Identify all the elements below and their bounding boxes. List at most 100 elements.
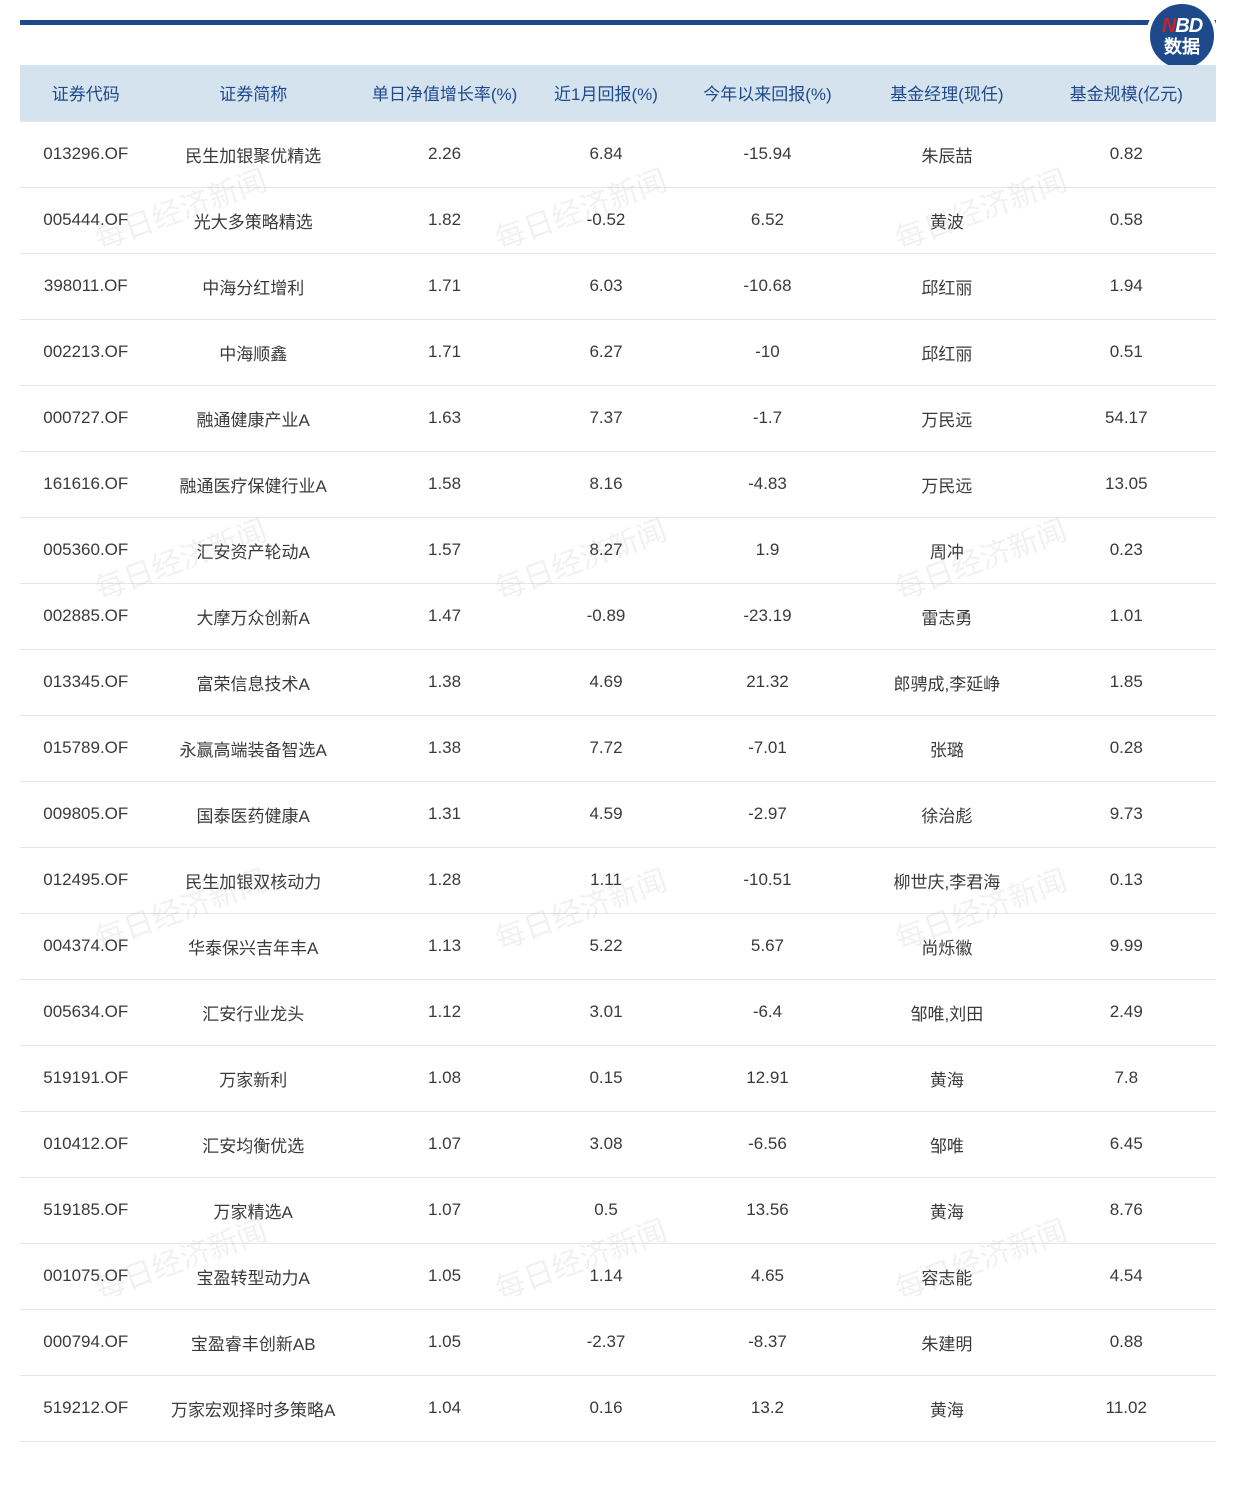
table-row: 519185.OF万家精选A1.070.513.56黄海8.76 — [20, 1177, 1216, 1243]
table-cell: 1.31 — [355, 781, 534, 847]
table-cell: 1.07 — [355, 1111, 534, 1177]
table-cell: 0.51 — [1037, 319, 1216, 385]
table-cell: 4.54 — [1037, 1243, 1216, 1309]
table-cell: 1.38 — [355, 715, 534, 781]
table-cell: 0.88 — [1037, 1309, 1216, 1375]
table-cell: 黄海 — [857, 1177, 1036, 1243]
table-cell: -2.97 — [678, 781, 857, 847]
table-cell: 1.71 — [355, 319, 534, 385]
table-cell: 004374.OF — [20, 913, 152, 979]
table-cell: -10.51 — [678, 847, 857, 913]
table-cell: 000727.OF — [20, 385, 152, 451]
table-cell: 柳世庆,李君海 — [857, 847, 1036, 913]
table-cell: 9.73 — [1037, 781, 1216, 847]
table-cell: 6.52 — [678, 187, 857, 253]
table-cell: 3.08 — [534, 1111, 678, 1177]
table-cell: 6.27 — [534, 319, 678, 385]
table-cell: 9.99 — [1037, 913, 1216, 979]
table-cell: 005444.OF — [20, 187, 152, 253]
table-cell: 1.04 — [355, 1375, 534, 1441]
table-cell: -0.52 — [534, 187, 678, 253]
table-cell: 雷志勇 — [857, 583, 1036, 649]
table-row: 005444.OF光大多策略精选1.82-0.526.52黄波0.58 — [20, 187, 1216, 253]
table-cell: -8.37 — [678, 1309, 857, 1375]
table-cell: 013296.OF — [20, 121, 152, 187]
table-cell: 8.16 — [534, 451, 678, 517]
table-cell: 1.63 — [355, 385, 534, 451]
table-cell: 1.71 — [355, 253, 534, 319]
table-cell: 民生加银双核动力 — [152, 847, 355, 913]
table-row: 161616.OF融通医疗保健行业A1.588.16-4.83万民远13.05 — [20, 451, 1216, 517]
table-row: 000727.OF融通健康产业A1.637.37-1.7万民远54.17 — [20, 385, 1216, 451]
table-cell: 002885.OF — [20, 583, 152, 649]
table-cell: 5.67 — [678, 913, 857, 979]
table-header-row: 证券代码 证券简称 单日净值增长率(%) 近1月回报(%) 今年以来回报(%) … — [20, 65, 1216, 121]
table-row: 002885.OF大摩万众创新A1.47-0.89-23.19雷志勇1.01 — [20, 583, 1216, 649]
table-cell: 5.22 — [534, 913, 678, 979]
table-cell: 汇安均衡优选 — [152, 1111, 355, 1177]
fund-table: 证券代码 证券简称 单日净值增长率(%) 近1月回报(%) 今年以来回报(%) … — [20, 65, 1216, 1442]
table-row: 012495.OF民生加银双核动力1.281.11-10.51柳世庆,李君海0.… — [20, 847, 1216, 913]
table-cell: 398011.OF — [20, 253, 152, 319]
table-cell: 朱辰喆 — [857, 121, 1036, 187]
table-cell: 001075.OF — [20, 1243, 152, 1309]
table-cell: 0.15 — [534, 1045, 678, 1111]
table-cell: 1.05 — [355, 1243, 534, 1309]
table-cell: 7.72 — [534, 715, 678, 781]
col-header-manager: 基金经理(现任) — [857, 65, 1036, 121]
table-cell: 黄海 — [857, 1045, 1036, 1111]
table-cell: 黄海 — [857, 1375, 1036, 1441]
table-cell: 0.13 — [1037, 847, 1216, 913]
table-cell: 华泰保兴吉年丰A — [152, 913, 355, 979]
table-cell: 宝盈转型动力A — [152, 1243, 355, 1309]
table-row: 519191.OF万家新利1.080.1512.91黄海7.8 — [20, 1045, 1216, 1111]
table-row: 519212.OF万家宏观择时多策略A1.040.1613.2黄海11.02 — [20, 1375, 1216, 1441]
table-cell: 1.85 — [1037, 649, 1216, 715]
table-cell: 13.2 — [678, 1375, 857, 1441]
table-row: 013296.OF民生加银聚优精选2.266.84-15.94朱辰喆0.82 — [20, 121, 1216, 187]
table-cell: 4.65 — [678, 1243, 857, 1309]
table-cell: 万民远 — [857, 385, 1036, 451]
table-cell: 0.16 — [534, 1375, 678, 1441]
table-cell: 1.05 — [355, 1309, 534, 1375]
col-header-code: 证券代码 — [20, 65, 152, 121]
table-row: 002213.OF中海顺鑫1.716.27-10邱红丽0.51 — [20, 319, 1216, 385]
table-cell: 002213.OF — [20, 319, 152, 385]
table-cell: 邹唯,刘田 — [857, 979, 1036, 1045]
table-cell: 1.57 — [355, 517, 534, 583]
table-cell: 万家新利 — [152, 1045, 355, 1111]
table-cell: 0.82 — [1037, 121, 1216, 187]
badge-letter-d: D — [1189, 15, 1202, 37]
table-cell: 13.05 — [1037, 451, 1216, 517]
table-cell: 万家宏观择时多策略A — [152, 1375, 355, 1441]
table-cell: 国泰医药健康A — [152, 781, 355, 847]
table-cell: -1.7 — [678, 385, 857, 451]
table-cell: 大摩万众创新A — [152, 583, 355, 649]
table-cell: 郎骋成,李延峥 — [857, 649, 1036, 715]
table-cell: 光大多策略精选 — [152, 187, 355, 253]
table-cell: 21.32 — [678, 649, 857, 715]
table-cell: 2.49 — [1037, 979, 1216, 1045]
table-cell: 周冲 — [857, 517, 1036, 583]
table-row: 013345.OF富荣信息技术A1.384.6921.32郎骋成,李延峥1.85 — [20, 649, 1216, 715]
table-row: 005634.OF汇安行业龙头1.123.01-6.4邹唯,刘田2.49 — [20, 979, 1216, 1045]
table-cell: 4.69 — [534, 649, 678, 715]
table-cell: 519191.OF — [20, 1045, 152, 1111]
table-cell: 000794.OF — [20, 1309, 152, 1375]
col-header-name: 证券简称 — [152, 65, 355, 121]
table-cell: -10.68 — [678, 253, 857, 319]
col-header-daily: 单日净值增长率(%) — [355, 65, 534, 121]
table-row: 004374.OF华泰保兴吉年丰A1.135.225.67尚烁徽9.99 — [20, 913, 1216, 979]
table-cell: 1.08 — [355, 1045, 534, 1111]
table-cell: 1.11 — [534, 847, 678, 913]
table-cell: 1.07 — [355, 1177, 534, 1243]
table-cell: -23.19 — [678, 583, 857, 649]
table-cell: 013345.OF — [20, 649, 152, 715]
table-cell: 融通健康产业A — [152, 385, 355, 451]
col-header-aum: 基金规模(亿元) — [1037, 65, 1216, 121]
table-cell: 融通医疗保健行业A — [152, 451, 355, 517]
table-row: 010412.OF汇安均衡优选1.073.08-6.56邹唯6.45 — [20, 1111, 1216, 1177]
table-cell: 汇安行业龙头 — [152, 979, 355, 1045]
table-cell: -6.56 — [678, 1111, 857, 1177]
table-body: 013296.OF民生加银聚优精选2.266.84-15.94朱辰喆0.8200… — [20, 121, 1216, 1441]
